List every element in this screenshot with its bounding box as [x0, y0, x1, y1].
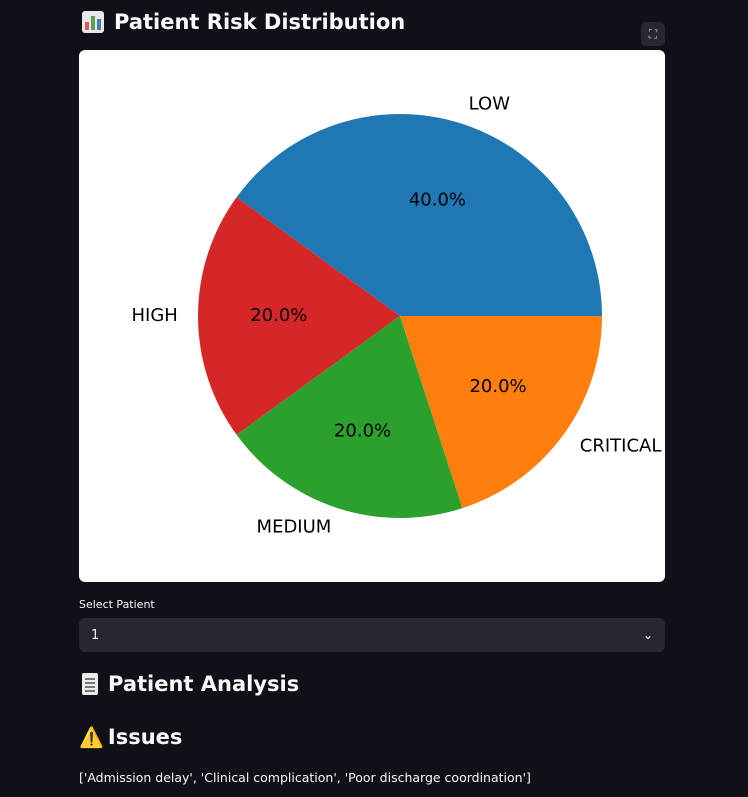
- pie-category-label-medium: MEDIUM: [257, 516, 332, 537]
- warning-icon: ⚠️: [79, 725, 104, 749]
- pie-slice-high: [198, 197, 400, 435]
- pie-pct-label-critical: 20.0%: [469, 376, 526, 397]
- chevron-down-icon: ⌄: [642, 628, 653, 642]
- patient-analysis-heading: Patient Analysis: [82, 672, 299, 696]
- pie-pct-label-medium: 20.0%: [334, 420, 391, 441]
- pie-category-label-critical: CRITICAL: [580, 436, 662, 457]
- pie-slice-medium: [236, 316, 463, 518]
- fullscreen-icon: ⛶: [648, 26, 658, 41]
- pie-pct-label-low: 40.0%: [409, 190, 466, 211]
- bar-chart-icon: [82, 11, 104, 33]
- page-title: Patient Risk Distribution: [82, 4, 405, 40]
- fullscreen-button[interactable]: ⛶: [641, 22, 665, 46]
- issues-title: Issues: [107, 725, 183, 749]
- pie-chart-svg: 40.0% LOW 20.0% HIGH 20.0% MEDIUM 20.0% CRITICA…: [131, 94, 662, 538]
- patient-select[interactable]: 1 ⌄: [79, 618, 665, 652]
- patient-analysis-title: Patient Analysis: [108, 672, 300, 696]
- issues-heading: ⚠️ Issues: [79, 725, 182, 749]
- pie-category-label-high: HIGH: [131, 305, 177, 326]
- pie-category-label-low: LOW: [469, 94, 511, 115]
- document-icon: [82, 673, 98, 695]
- page-title-text: Patient Risk Distribution: [114, 10, 406, 34]
- issues-text: ['Admission delay', 'Clinical complicati…: [79, 770, 531, 785]
- pie-slice-low: [236, 113, 603, 316]
- pie-slice-critical: [400, 316, 602, 509]
- pie-pct-label-high: 20.0%: [250, 305, 307, 326]
- pie-chart: 40.0% LOW 20.0% HIGH 20.0% MEDIUM 20.0% CRITICA…: [79, 50, 665, 582]
- patient-select-value: 1: [91, 627, 100, 643]
- select-patient-label: Select Patient: [79, 598, 155, 611]
